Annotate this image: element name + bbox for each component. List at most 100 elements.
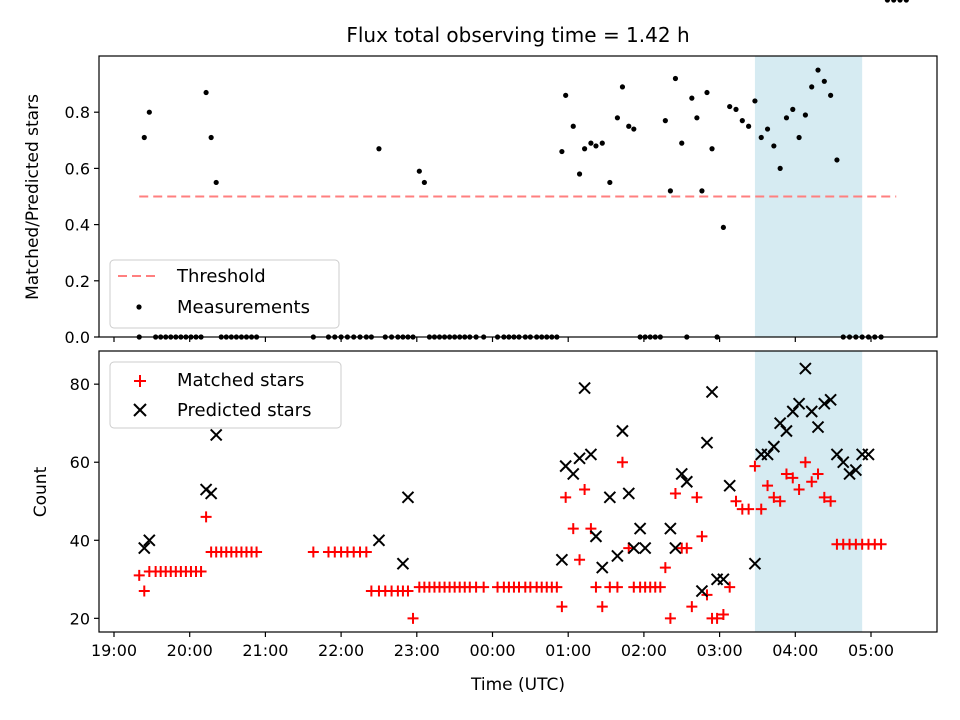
matched-star-point [717, 608, 729, 620]
matched-star-point [749, 460, 761, 472]
predicted-star-point [830, 448, 844, 461]
x-tick-label: 00:00 [469, 641, 515, 660]
measurement-point [739, 118, 745, 124]
matched-star-point [686, 601, 698, 613]
measurement-point [203, 89, 209, 96]
measurement-point [746, 123, 752, 129]
measurement-point [764, 126, 771, 132]
measurement-point [758, 134, 764, 141]
matched-star-point [579, 484, 591, 496]
measurement-point [662, 118, 668, 124]
predicted-star-point [843, 467, 856, 481]
matched-star-point [551, 581, 563, 593]
predicted-star-point [680, 475, 694, 488]
matched-star-point [711, 612, 723, 624]
x-tick-label: 22:00 [318, 641, 364, 660]
matched-star-point [875, 538, 887, 550]
matched-star-point [556, 601, 568, 613]
panel-counts: 20 40 60 80 19:00 20:00 21:00 22:00 23:00 00:00 0… [31, 351, 938, 695]
y-tick-label: 0.0 [65, 328, 90, 347]
predicted-star-point [555, 553, 569, 567]
matched-star-point [762, 480, 774, 492]
x-axis-label: Time (UTC) [470, 675, 565, 695]
measurement-point [599, 140, 605, 146]
measurement-point [891, 0, 897, 3]
measurement-point [815, 67, 821, 73]
matched-star-point [567, 523, 579, 535]
legend-predicted-label: Predicted stars [177, 400, 311, 421]
matched-star-point [659, 562, 671, 574]
predicted-star-point [611, 549, 624, 563]
y-tick-label: 0.8 [65, 103, 90, 122]
measurement-point [689, 95, 695, 101]
matched-star-point [251, 546, 263, 558]
predicted-stars-series [138, 362, 875, 598]
predicted-star-point [837, 456, 850, 469]
matched-star-point [664, 612, 676, 624]
legend-top: Threshold Measurements [109, 259, 340, 329]
matched-star-point [133, 569, 145, 581]
measurement-point [709, 146, 715, 152]
predicted-star-point [143, 534, 156, 547]
measurement-point [733, 106, 739, 112]
measurement-point [790, 106, 796, 112]
matched-star-point [812, 468, 824, 480]
measurement-point [631, 126, 637, 132]
measurement-point [614, 115, 621, 121]
predicted-star-point [664, 522, 677, 535]
measurement-point [802, 112, 808, 118]
matched-star-point [307, 546, 319, 558]
measurement-point [593, 143, 599, 149]
predicted-star-point [573, 452, 586, 465]
x-tick-label: 23:00 [394, 641, 440, 660]
matched-star-point [616, 456, 628, 468]
predicted-star-point [761, 448, 774, 461]
matched-star-point [596, 601, 608, 613]
matched-star-point [669, 487, 681, 499]
predicted-star-point [792, 397, 806, 410]
matched-star-point [787, 472, 799, 484]
measurement-point [213, 179, 219, 186]
predicted-star-point [638, 541, 652, 555]
predicted-star-point [372, 534, 386, 547]
measurement-point [777, 165, 783, 171]
measurement-point [903, 0, 909, 3]
measurement-point [884, 0, 891, 3]
matched-star-point [574, 554, 586, 566]
matched-star-point [724, 581, 736, 593]
legend-bottom: Matched stars Predicted stars [109, 361, 342, 429]
matched-star-point [799, 456, 811, 468]
measurement-point [897, 0, 903, 3]
y-tick-label: 0.2 [65, 272, 90, 291]
predicted-star-point [622, 487, 635, 500]
legend-predicted-swatch [133, 403, 147, 417]
predicted-star-point [805, 405, 818, 418]
predicted-star-point [862, 448, 875, 461]
measurement-point [672, 75, 679, 82]
matched-star-point [780, 468, 792, 480]
matched-star-point [681, 542, 693, 554]
matched-star-point [818, 491, 830, 503]
predicted-star-point [633, 522, 647, 535]
predicted-star-point [204, 487, 218, 500]
measurement-point [783, 115, 790, 121]
predicted-star-point [705, 385, 719, 399]
measurement-point [416, 168, 422, 174]
predicted-star-point [627, 541, 641, 555]
matched-star-point [478, 581, 490, 593]
y-tick-label: 40 [70, 531, 90, 550]
matched-star-point [138, 585, 150, 597]
legend-threshold-label: Threshold [176, 266, 266, 287]
measurement-point [704, 89, 710, 96]
predicted-star-point [578, 381, 591, 395]
predicted-star-point [669, 541, 682, 555]
y-ticks-bottom: 20 40 60 80 [70, 375, 99, 628]
matched-star-point [755, 503, 767, 515]
predicted-star-point [748, 557, 762, 570]
measurement-point [619, 84, 626, 90]
predicted-star-point [138, 541, 151, 555]
x-tick-label: 02:00 [621, 641, 667, 660]
panel-ratio: 0.00.20.40.60.8 Matched/Predicted stars … [23, 0, 938, 347]
measurement-point [582, 146, 588, 152]
predicted-star-point [786, 405, 799, 418]
